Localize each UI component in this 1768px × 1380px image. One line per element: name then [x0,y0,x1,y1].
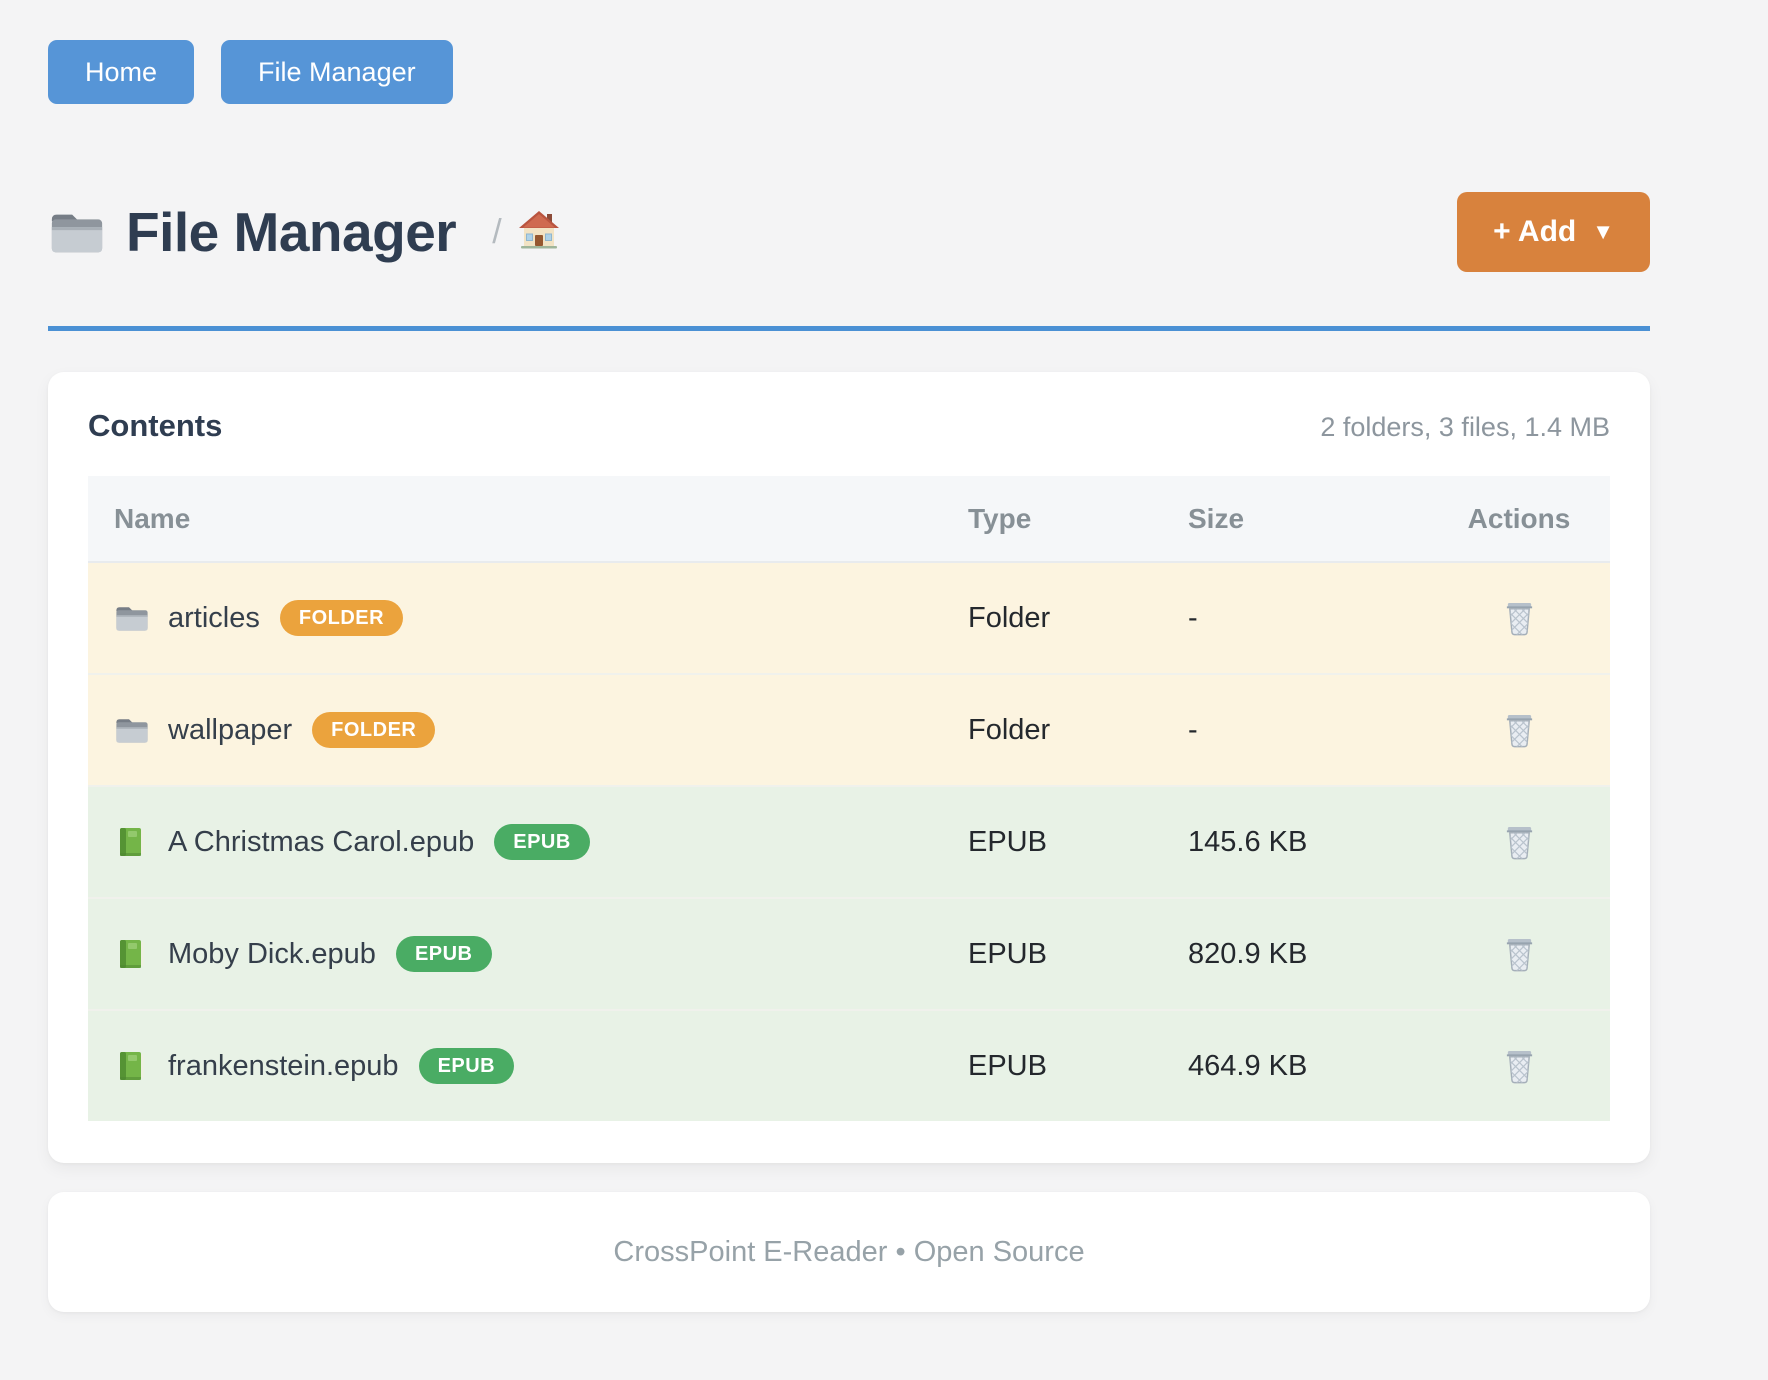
page-header: File Manager / + Add ▼ [48,192,1650,272]
breadcrumb-separator: / [492,212,502,251]
table-row: Moby Dick.epub EPUB EPUB 820.9 KB [88,899,1610,1011]
file-name-link[interactable]: wallpaper [168,713,293,746]
file-actions-cell [1428,932,1610,977]
table-body: articles FOLDER Folder - wallpaper FOLDER Fold… [88,563,1610,1121]
file-size-cell: - [1188,713,1198,746]
file-name-link[interactable]: articles [168,601,260,634]
delete-button[interactable] [1499,596,1540,641]
top-nav: Home File Manager [48,40,1650,104]
add-button-label: + Add [1493,215,1577,248]
file-type-cell: Folder [968,601,1051,634]
file-type-cell: EPUB [968,825,1047,858]
card-title: Contents [88,408,223,443]
breadcrumb-home-link[interactable] [518,210,560,255]
file-actions-cell [1428,708,1610,753]
delete-button[interactable] [1499,820,1540,865]
trash-icon [1503,936,1536,973]
file-name-link[interactable]: frankenstein.epub [168,1049,399,1082]
folder-icon [48,207,106,257]
book-icon [114,826,150,858]
add-button[interactable]: + Add ▼ [1457,192,1650,272]
file-type-cell: EPUB [968,937,1047,970]
book-icon [114,1050,150,1082]
file-type-badge: EPUB [395,936,492,972]
file-name-link[interactable]: A Christmas Carol.epub [168,825,475,858]
file-name-cell: frankenstein.epub EPUB [88,1048,968,1084]
delete-button[interactable] [1499,708,1540,753]
file-name-link[interactable]: Moby Dick.epub [168,937,376,970]
nav-home-button[interactable]: Home [48,40,195,104]
file-name-cell: articles FOLDER [88,600,968,636]
trash-icon [1503,1048,1536,1085]
table-row: wallpaper FOLDER Folder - [88,675,1610,787]
file-size-cell: 820.9 KB [1188,937,1308,970]
house-icon [518,210,560,255]
file-name-cell: wallpaper FOLDER [88,712,968,748]
file-type-cell: EPUB [968,1049,1047,1082]
file-type-badge: EPUB [418,1048,515,1084]
column-header-size: Size [1188,502,1245,534]
footer: CrossPoint E-Reader • Open Source [48,1192,1650,1312]
table-row: frankenstein.epub EPUB EPUB 464.9 KB [88,1011,1610,1121]
file-type-badge: EPUB [494,824,590,860]
nav-file-manager-button[interactable]: File Manager [221,40,453,104]
file-name-cell: A Christmas Carol.epub EPUB [88,824,968,860]
table-row: articles FOLDER Folder - [88,563,1610,675]
column-header-actions: Actions [1467,502,1571,534]
file-type-cell: Folder [968,713,1051,746]
file-type-badge: FOLDER [312,712,436,748]
folder-icon [114,714,150,746]
trash-icon [1503,824,1536,861]
table-row: A Christmas Carol.epub EPUB EPUB 145.6 KB [88,787,1610,899]
file-size-cell: - [1188,601,1198,634]
folder-icon [114,602,150,634]
delete-button[interactable] [1499,1044,1540,1089]
file-size-cell: 464.9 KB [1188,1049,1308,1082]
caret-down-icon: ▼ [1592,219,1614,244]
page: Home File Manager File Manager / [48,0,1650,1312]
file-size-cell: 145.6 KB [1188,825,1308,858]
card-header: Contents 2 folders, 3 files, 1.4 MB [88,408,1610,444]
footer-text: CrossPoint E-Reader • Open Source [613,1235,1085,1268]
column-header-type: Type [968,502,1032,534]
delete-button[interactable] [1499,932,1540,977]
file-name-cell: Moby Dick.epub EPUB [88,936,968,972]
file-actions-cell [1428,820,1610,865]
contents-card: Contents 2 folders, 3 files, 1.4 MB Name… [48,372,1650,1163]
book-icon [114,938,150,970]
accent-divider [48,326,1650,331]
file-table: Name Type Size Actions articles FOLDER Fol… [88,476,1610,1121]
contents-summary: 2 folders, 3 files, 1.4 MB [1320,412,1610,442]
file-actions-cell [1428,1044,1610,1089]
file-type-badge: FOLDER [279,600,404,636]
table-header-row: Name Type Size Actions [88,476,1610,563]
trash-icon [1503,712,1536,749]
trash-icon [1503,600,1536,637]
page-title: File Manager [126,201,457,263]
file-actions-cell [1428,596,1610,641]
column-header-name: Name [114,502,191,534]
